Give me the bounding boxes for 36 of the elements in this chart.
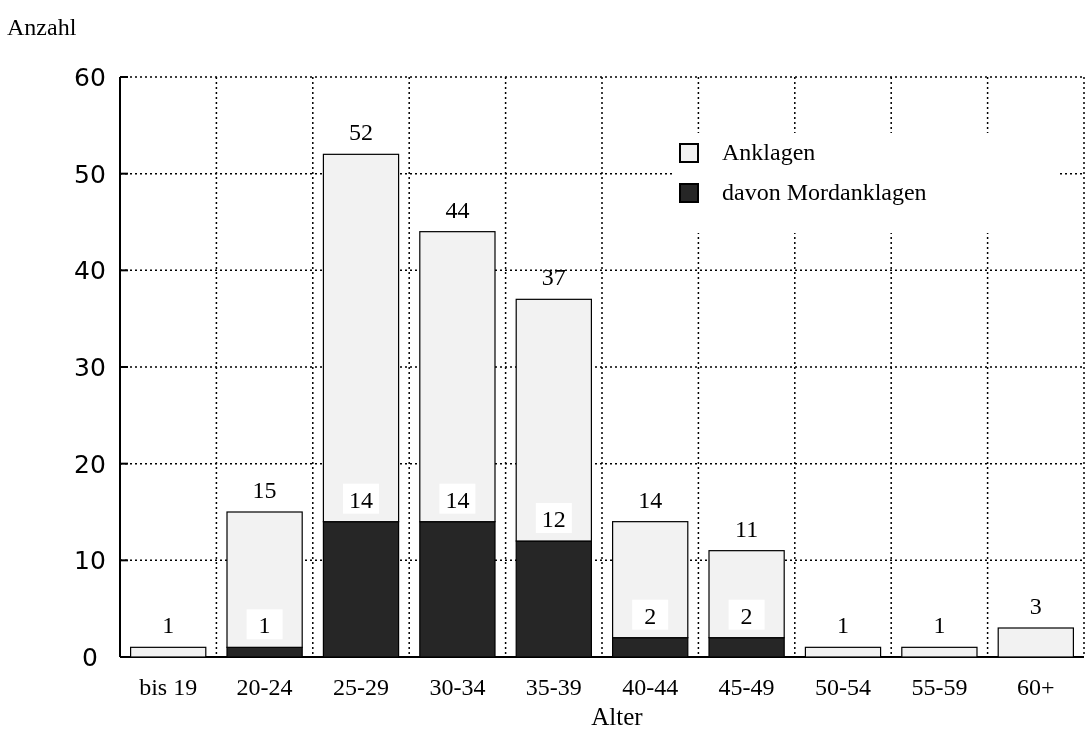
x-tick-label: 30-34: [429, 674, 486, 700]
total-label: 44: [445, 196, 470, 223]
data-label: 1: [258, 612, 271, 639]
total-label: 15: [252, 477, 277, 503]
total-label: 1: [933, 612, 946, 639]
y-tick-label: 60: [74, 63, 106, 92]
x-tick-label: 35-39: [525, 674, 582, 700]
data-label: 2: [644, 602, 657, 629]
x-tick-label: 55-59: [911, 674, 968, 700]
x-tick-label: bis 19: [139, 674, 198, 700]
data-label: 14: [349, 486, 373, 513]
y-axis-title: Anzahl: [7, 14, 77, 40]
data-label: 14: [445, 486, 470, 513]
y-tick-label: 10: [74, 546, 106, 576]
x-tick-label: 50-54: [815, 674, 871, 700]
y-tick-label: 50: [74, 159, 106, 189]
y-tick-label: 0: [82, 643, 98, 672]
total-label: 52: [349, 119, 373, 146]
data-label: 2: [740, 602, 753, 629]
total-label: 1: [162, 612, 175, 639]
x-tick-label: 40-44: [622, 674, 679, 700]
total-label: 3: [1029, 593, 1042, 619]
x-axis-title: Alter: [591, 703, 644, 730]
y-tick-label: 20: [74, 449, 106, 479]
x-tick-label: 20-24: [236, 674, 293, 700]
x-tick-label: 25-29: [333, 674, 389, 700]
total-label: 14: [638, 486, 663, 513]
legend-label: Anklagen: [722, 139, 816, 165]
y-tick-label: 30: [74, 353, 106, 382]
total-label: 1: [837, 612, 849, 639]
legend-label: davon Mordanklagen: [722, 179, 927, 205]
x-tick-label: 60+: [1017, 674, 1055, 700]
x-tick-label: 45-49: [718, 674, 775, 700]
data-label: 12: [541, 506, 566, 532]
total-label: 11: [735, 515, 759, 542]
y-tick-label: 40: [74, 256, 106, 286]
